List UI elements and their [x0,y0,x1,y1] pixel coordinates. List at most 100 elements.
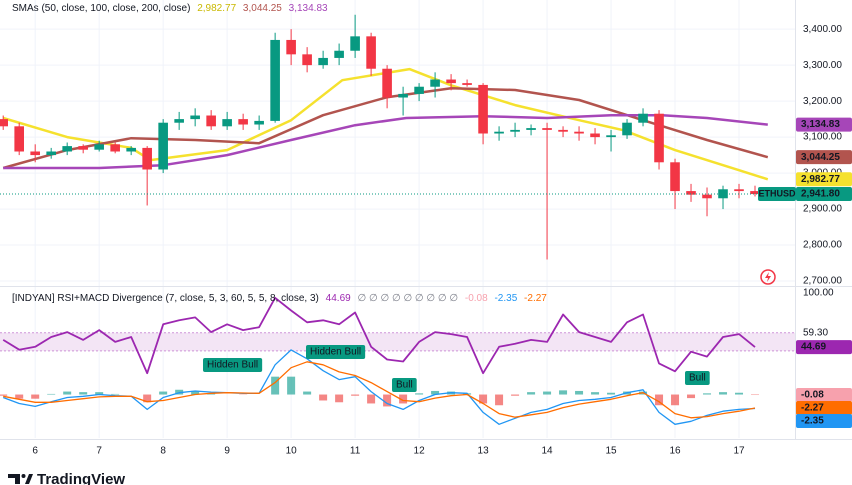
price-label: 3,134.83 [801,119,840,130]
candle-body [670,162,680,192]
candle-body [46,151,56,156]
candle-body [126,147,136,152]
y-tick-label: 3,100.00 [803,132,842,143]
x-tick-label: 8 [160,446,166,457]
price-label-bg [796,388,852,403]
candle-body [110,144,120,152]
candle-body [606,135,616,138]
candle-body [302,54,312,66]
candle-body [382,68,392,98]
price-label-bg [796,187,852,202]
candle-body [190,115,200,120]
price-label-bg [796,117,852,132]
alert-icon[interactable] [760,269,776,285]
candle-body [622,122,632,136]
price-label: 2,941.80 [801,189,840,200]
histogram-bar [383,394,392,407]
legend-value: 2,982.77 [197,3,236,14]
legend-value: -2.35 [494,293,517,304]
candle-body [142,147,152,170]
price-label: 3,044.25 [801,152,840,163]
x-tick-label: 10 [286,446,298,457]
legend-value: 3,134.83 [289,3,328,14]
candle-body [542,128,552,130]
candle-body [78,146,88,150]
histogram-bar [495,394,504,406]
histogram-bar [271,376,280,395]
logo-mark [8,474,20,484]
divergence-label: Hidden Bull [207,360,258,371]
histogram-bar [367,394,376,404]
histogram-bar [351,394,360,396]
price-label: -0.08 [801,390,824,401]
histogram-bar [63,391,72,395]
price-label: 2,982.77 [801,174,840,185]
y-tick-label: 59.30 [803,327,828,338]
price-label-bg [796,150,852,165]
candle-body [686,191,696,195]
candle-body [638,113,648,123]
candle-body [574,131,584,134]
histogram-bar [719,392,728,395]
candle-body [478,84,488,134]
histogram-bar [303,391,312,395]
histogram-bar [671,394,680,406]
histogram-bar [191,390,200,395]
candle-body [654,113,664,163]
legend-value: -0.08 [465,293,488,304]
alert-icon [765,272,771,282]
histogram-bar [511,394,520,396]
candle-body [590,133,600,138]
histogram-bar [47,393,56,395]
histogram-bar [415,393,424,395]
candle-body [494,131,504,134]
candle-body [526,128,536,130]
y-tick-label: 100.00 [803,288,834,299]
candle-body [414,86,424,94]
symbol-label-bg [758,187,796,202]
histogram-bar [143,394,152,403]
x-tick-label: 7 [96,446,102,457]
legend-value: 3,044.25 [243,3,282,14]
candle-body [206,115,216,127]
histogram-bar [431,390,440,395]
legend: SMAs (50, close, 100, close, 200, close)… [12,3,328,14]
x-tick-label: 14 [541,446,553,457]
rsi-line [2,296,756,375]
candle-body [334,50,344,58]
y-tick-label: 2,700.00 [803,276,842,287]
signal-line [3,361,756,419]
price-label-bg [796,414,852,429]
histogram-bar [591,392,600,395]
candle-body [734,189,744,192]
candle-body [558,129,568,132]
candle-body [750,191,760,195]
divergence-label: Bull [689,373,706,384]
histogram-bar [607,392,616,395]
legend-value: 44.69 [326,293,351,304]
histogram-bar [31,394,40,399]
x-tick-label: 9 [224,446,230,457]
x-tick-label: 6 [32,446,38,457]
y-tick-label: 3,400.00 [803,24,842,35]
x-tick-label: 15 [605,446,617,457]
price-label-bg [796,172,852,187]
candle-body [62,146,72,152]
candle-body [14,126,24,152]
histogram-bar [527,392,536,395]
y-tick-label: 3,200.00 [803,96,842,107]
logo-mark [21,474,26,478]
histogram-bar [575,390,584,395]
candle-body [430,79,440,87]
tradingview-logo: TradingView [8,471,125,485]
candle-body [366,36,376,69]
x-tick-label: 11 [350,446,361,457]
candle-body [446,79,456,84]
price-label: 44.69 [801,342,826,353]
x-tick-label: 17 [733,446,745,457]
histogram-bar [687,394,696,399]
histogram-bar [159,391,168,395]
histogram-bar [559,390,568,395]
price-label: -2.27 [801,403,824,414]
